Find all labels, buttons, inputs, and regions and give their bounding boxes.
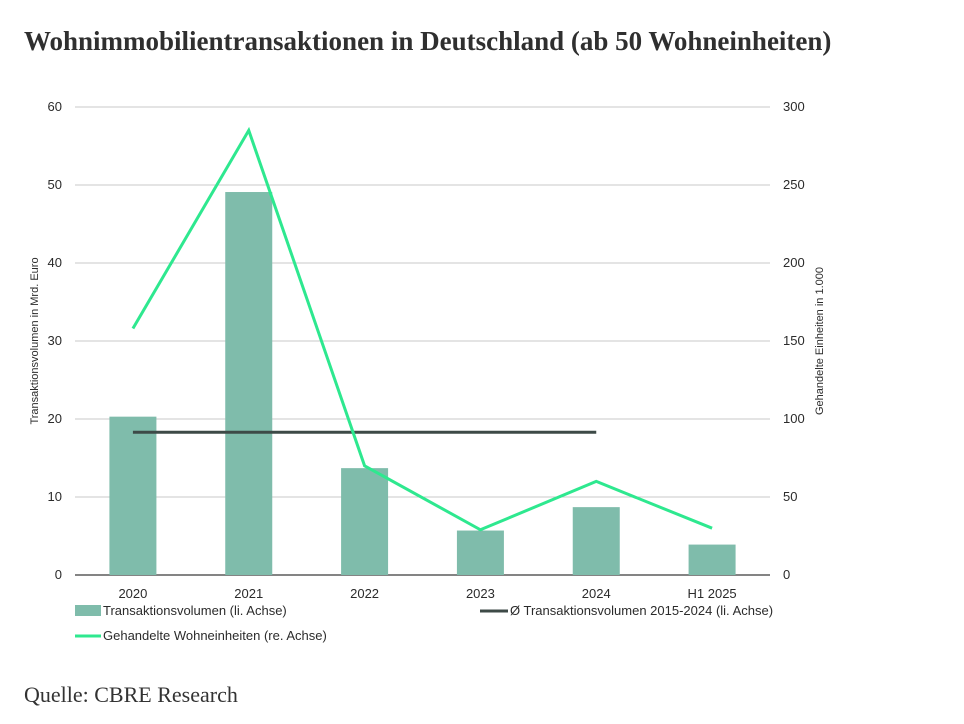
legend-entry: Transaktionsvolumen (li. Achse) xyxy=(103,603,287,618)
x-tick-label: 2022 xyxy=(350,586,379,601)
y-axis-label: Transaktionsvolumen in Mrd. Euro xyxy=(29,257,41,424)
y-tick-label: 30 xyxy=(48,333,62,348)
bar-series xyxy=(109,192,736,575)
y2-tick-label: 200 xyxy=(783,255,805,270)
y-tick-label: 20 xyxy=(48,411,62,426)
legend-entry: Ø Transaktionsvolumen 2015-2024 (li. Ach… xyxy=(510,603,773,618)
line-series xyxy=(131,126,713,532)
bar xyxy=(341,468,389,575)
x-tick-label: 2023 xyxy=(466,586,495,601)
source-note: Quelle: CBRE Research xyxy=(24,682,238,707)
y-tick-label: 60 xyxy=(48,99,62,114)
x-tick-label: 2020 xyxy=(118,586,147,601)
y2-axis-label: Gehandelte Einheiten in 1.000 xyxy=(814,267,826,415)
gridlines xyxy=(75,106,770,576)
bar xyxy=(688,544,736,575)
y-tick-label: 40 xyxy=(48,255,62,270)
bar xyxy=(109,416,157,575)
tick-labels: 0 10 20 30 40 50 60 0 50 100 150 200 250 300 2020 2021 2… xyxy=(48,99,805,601)
y2-tick-label: 0 xyxy=(783,567,790,582)
y2-tick-label: 50 xyxy=(783,489,797,504)
bar xyxy=(456,530,504,575)
chart: 0 10 20 30 40 50 60 0 50 100 150 200 250 300 2020 2021 2… xyxy=(29,99,826,643)
y-tick-label: 50 xyxy=(48,177,62,192)
x-tick-label: 2024 xyxy=(582,586,611,601)
legend-entry: Gehandelte Wohneinheiten (re. Achse) xyxy=(103,628,327,643)
legend: Transaktionsvolumen (li. Achse) Ø Transak… xyxy=(75,603,773,643)
y2-tick-label: 100 xyxy=(783,411,805,426)
y2-tick-label: 250 xyxy=(783,177,805,192)
legend-swatch-bar xyxy=(75,605,101,616)
x-tick-label: H1 2025 xyxy=(688,586,737,601)
y-tick-label: 0 xyxy=(55,567,62,582)
y2-tick-label: 150 xyxy=(783,333,805,348)
bar xyxy=(572,507,620,575)
y2-tick-label: 300 xyxy=(783,99,805,114)
y-tick-label: 10 xyxy=(48,489,62,504)
x-tick-label: 2021 xyxy=(234,586,263,601)
units-line xyxy=(131,126,713,532)
bar xyxy=(225,192,273,575)
chart-title: Wohnimmobilientransaktionen in Deutschla… xyxy=(24,26,832,56)
